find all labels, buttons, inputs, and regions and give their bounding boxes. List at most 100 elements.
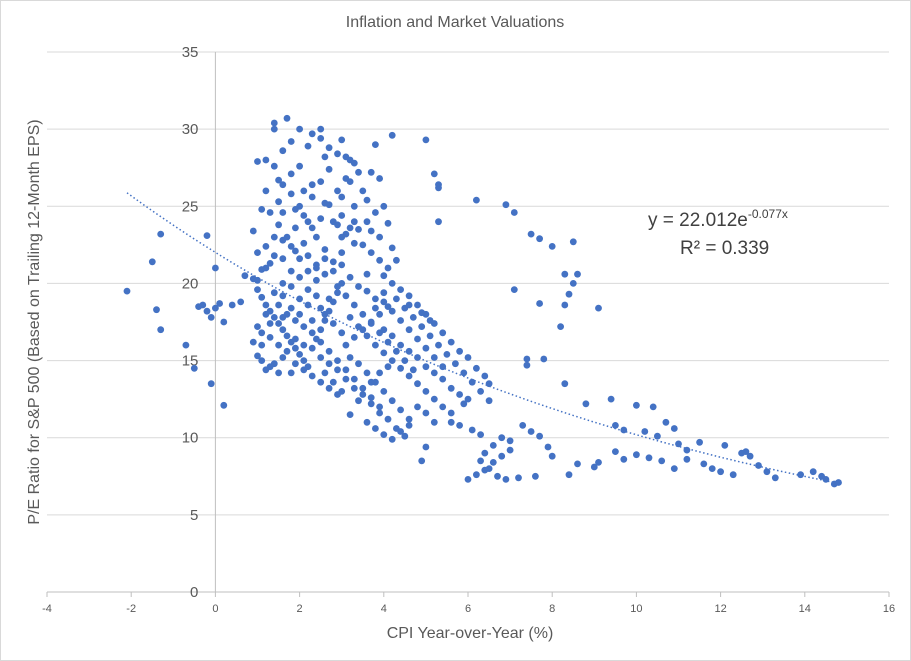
data-point	[279, 292, 287, 300]
data-point	[212, 264, 219, 272]
data-point	[270, 314, 278, 321]
data-point	[519, 422, 527, 429]
data-point	[746, 452, 754, 460]
y-tick-label: 10	[182, 430, 199, 447]
data-point	[275, 320, 282, 327]
data-point	[582, 400, 590, 408]
data-point	[561, 380, 569, 388]
data-point	[620, 426, 628, 434]
data-point	[393, 256, 400, 264]
data-point	[670, 425, 678, 432]
data-point	[376, 409, 383, 417]
data-point	[342, 175, 350, 182]
data-point	[485, 380, 493, 388]
data-point	[658, 457, 666, 465]
data-point	[393, 425, 400, 432]
data-point	[304, 267, 312, 275]
data-point	[418, 457, 426, 465]
data-point	[292, 344, 299, 352]
x-tick-label: 12	[714, 603, 726, 615]
data-point	[430, 395, 438, 403]
data-point	[574, 270, 581, 278]
data-point	[721, 442, 729, 449]
data-point	[515, 474, 522, 482]
data-point	[477, 431, 484, 438]
data-point	[321, 317, 329, 324]
data-point	[292, 360, 299, 368]
data-point	[620, 455, 628, 463]
data-point	[279, 147, 287, 155]
data-point	[313, 276, 320, 284]
data-point	[346, 224, 354, 232]
data-point	[771, 474, 779, 482]
data-point	[376, 175, 383, 182]
data-point	[405, 292, 413, 300]
data-point	[317, 354, 325, 361]
data-point	[595, 459, 602, 466]
data-point	[662, 418, 670, 426]
equation-exponent: -0.077x	[748, 207, 788, 221]
data-point	[266, 260, 274, 267]
data-point	[254, 276, 261, 284]
data-point	[359, 391, 367, 398]
data-point	[317, 125, 325, 133]
data-point	[633, 401, 640, 409]
data-point	[254, 352, 261, 360]
x-tick-label: 14	[799, 603, 811, 615]
data-point	[270, 289, 278, 297]
data-point	[418, 323, 426, 330]
data-point	[422, 136, 430, 144]
data-point	[363, 270, 371, 278]
data-point	[338, 212, 346, 219]
x-tick-label: 10	[630, 603, 642, 615]
data-point	[380, 388, 388, 395]
data-point	[527, 230, 535, 238]
data-point	[645, 454, 653, 462]
data-point	[346, 273, 354, 281]
data-point	[283, 114, 291, 122]
equation-prefix: y = 22.012e	[648, 210, 748, 231]
data-point	[430, 418, 438, 426]
data-point	[148, 258, 156, 266]
data-point	[300, 341, 308, 349]
data-point	[393, 295, 400, 303]
data-point	[439, 375, 447, 383]
data-point	[797, 471, 804, 479]
data-point	[612, 422, 619, 429]
data-point	[254, 158, 261, 165]
data-point	[494, 472, 501, 480]
data-point	[359, 384, 367, 392]
data-point	[447, 409, 455, 417]
data-point	[296, 295, 303, 303]
data-point	[287, 283, 295, 290]
data-point	[376, 233, 383, 241]
data-point	[338, 249, 346, 256]
data-point	[489, 442, 497, 449]
data-point	[321, 246, 329, 253]
data-point	[279, 255, 287, 263]
data-point	[266, 334, 274, 341]
data-point	[325, 144, 333, 152]
data-point	[367, 394, 375, 401]
data-point	[292, 335, 299, 343]
data-point	[464, 476, 472, 483]
data-point	[195, 303, 203, 310]
data-point	[304, 142, 312, 150]
data-points	[123, 114, 842, 488]
data-point	[380, 431, 388, 438]
data-point	[422, 344, 430, 352]
data-point	[565, 290, 573, 298]
data-point	[270, 233, 278, 241]
data-point	[595, 304, 602, 312]
data-point	[380, 289, 388, 297]
data-point	[409, 314, 417, 321]
data-point	[473, 196, 480, 204]
data-point	[270, 162, 278, 170]
data-point	[363, 418, 371, 426]
data-point	[325, 360, 333, 368]
data-point	[523, 355, 531, 363]
data-point	[338, 136, 346, 144]
data-point	[405, 422, 413, 429]
data-point	[262, 156, 270, 164]
